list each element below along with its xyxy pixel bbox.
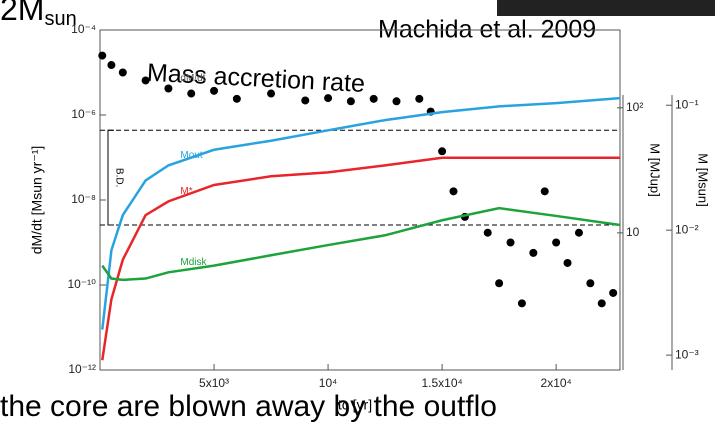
y3-axis-title: M [MJup] xyxy=(648,143,663,196)
x-tick-label: 5x10³ xyxy=(199,376,229,390)
corner-text: 2Msun xyxy=(0,0,77,30)
data-point xyxy=(563,258,572,267)
bd-label: B.D. xyxy=(113,168,124,187)
caption: the core are blown away by the outflo xyxy=(0,390,497,423)
y-tick-label: 10⁻¹⁰ xyxy=(68,277,97,291)
data-point xyxy=(586,279,595,288)
corner-main: 2M xyxy=(0,0,44,27)
x-tick-label: 1.5x10⁴ xyxy=(422,376,463,390)
y-tick-label: 10⁻⁸ xyxy=(71,192,96,206)
data-point xyxy=(267,89,276,98)
data-point xyxy=(98,51,107,60)
corner-sub: sun xyxy=(44,8,76,30)
series-line xyxy=(101,156,620,361)
data-point xyxy=(118,68,127,77)
y2-tick-label: 10⁻¹ xyxy=(675,97,699,111)
data-point xyxy=(495,279,504,288)
y3-tick-label: 10² xyxy=(626,100,643,114)
data-point xyxy=(210,86,219,95)
series-line xyxy=(101,96,621,330)
data-point xyxy=(574,228,583,237)
y2-tick-label: 10⁻³ xyxy=(675,347,699,361)
data-point xyxy=(449,187,458,196)
data-point xyxy=(438,147,447,156)
data-point xyxy=(609,288,618,297)
data-point xyxy=(107,61,116,70)
data-point xyxy=(187,89,196,98)
series-label: Mdisk xyxy=(180,257,207,268)
y-tick-label: 10⁻⁶ xyxy=(71,107,96,121)
data-point xyxy=(301,96,310,105)
y2-axis-title: M [Msun] xyxy=(696,153,711,206)
data-point xyxy=(392,97,401,106)
x-axis-title: tc [yr] xyxy=(338,397,372,413)
bd-bracket xyxy=(107,129,114,226)
chart-title: Mass accretion rate xyxy=(146,59,365,98)
photo-strip xyxy=(497,0,715,16)
data-point xyxy=(324,94,333,103)
data-point xyxy=(597,299,606,308)
y3-tick-label: 10 xyxy=(626,225,640,239)
x-tick-label: 2x10⁴ xyxy=(541,376,572,390)
series-label: Mout xyxy=(180,150,202,161)
series-label: dM/dt xyxy=(180,73,205,84)
data-point xyxy=(483,228,492,237)
x-tick-label: 10⁴ xyxy=(319,376,338,390)
data-point xyxy=(164,84,173,93)
series-label: M* xyxy=(180,186,192,197)
data-point xyxy=(529,248,538,257)
y-tick-label: 10⁻⁴ xyxy=(71,22,96,36)
data-point xyxy=(540,187,549,196)
y-tick-label: 10⁻¹² xyxy=(68,362,96,376)
data-point xyxy=(346,97,355,106)
y-axis-title: dM/dt [Msun yr⁻¹] xyxy=(29,146,45,255)
data-point xyxy=(232,94,241,103)
data-point xyxy=(369,94,378,103)
data-point xyxy=(517,299,526,308)
data-point xyxy=(415,94,424,103)
series-line xyxy=(101,206,621,282)
data-point xyxy=(506,238,515,247)
data-point xyxy=(552,238,561,247)
y2-tick-label: 10⁻² xyxy=(675,222,699,236)
data-point xyxy=(141,76,150,85)
